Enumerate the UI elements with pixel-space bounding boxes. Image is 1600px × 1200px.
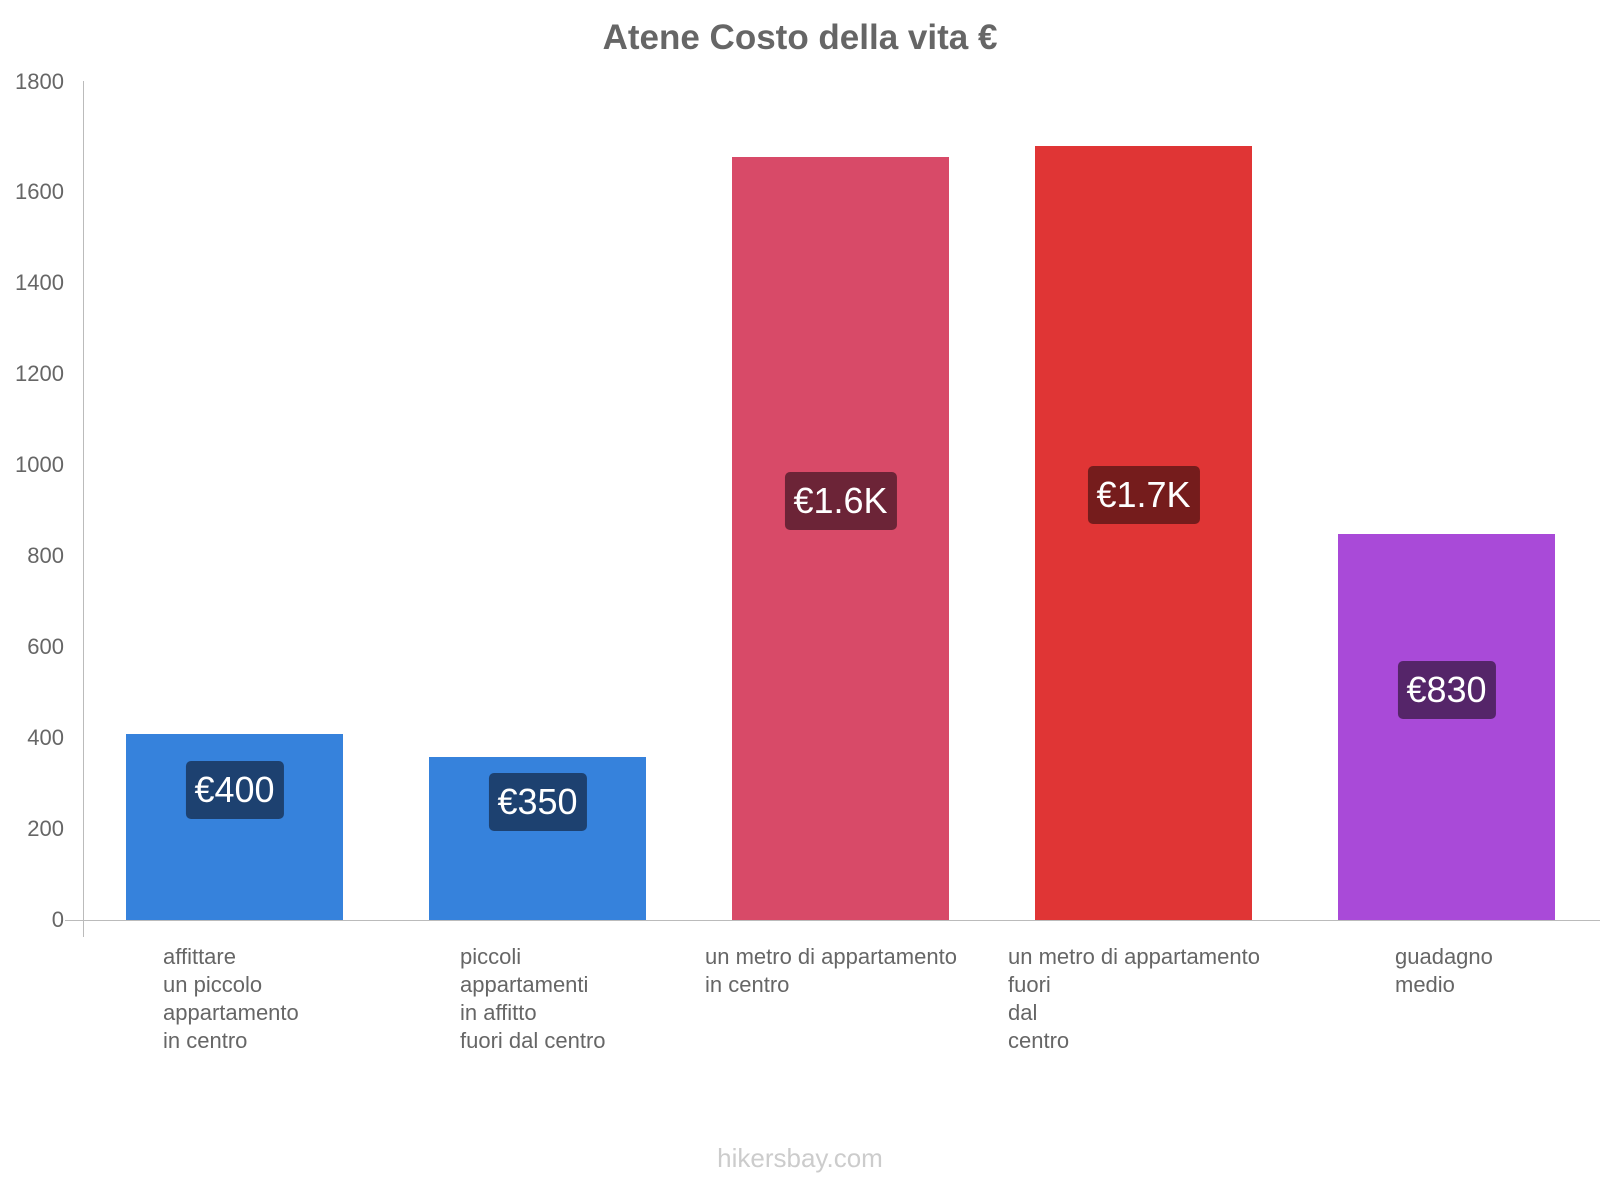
x-category-label: un metro di appartamento fuori dal centr…	[1008, 944, 1260, 1053]
y-tick-label: 400	[27, 725, 64, 750]
x-axis-line	[65, 920, 1600, 921]
chart-title: Atene Costo della vita €	[602, 18, 998, 57]
bar-value-label: €350	[488, 773, 587, 831]
y-tick-label: 1600	[15, 179, 64, 204]
y-tick-label: 1800	[15, 69, 64, 94]
y-tick-label: 200	[27, 816, 64, 841]
bar-value-label: €1.6K	[784, 472, 897, 530]
y-axis-line	[83, 81, 84, 937]
bar	[732, 157, 949, 920]
bar-value-label: €830	[1397, 661, 1496, 719]
x-category-label: affittare un piccolo appartamento in cen…	[163, 944, 299, 1053]
y-tick-label: 600	[27, 634, 64, 659]
x-category-label: piccoli appartamenti in affitto fuori da…	[460, 944, 606, 1053]
y-tick-label: 1200	[15, 361, 64, 386]
x-category-label: un metro di appartamento in centro	[705, 944, 957, 997]
y-tick-label: 1400	[15, 270, 64, 295]
y-tick-label: 0	[51, 907, 64, 932]
bar-value-label: €400	[185, 761, 284, 819]
y-tick-label: 800	[27, 543, 64, 568]
watermark: hikersbay.com	[717, 1143, 883, 1173]
bar-value-label: €1.7K	[1087, 466, 1200, 524]
y-tick-label: 1000	[15, 452, 64, 477]
x-category-label: guadagno medio	[1395, 944, 1493, 997]
bar	[1035, 145, 1252, 920]
bar	[1338, 534, 1555, 920]
